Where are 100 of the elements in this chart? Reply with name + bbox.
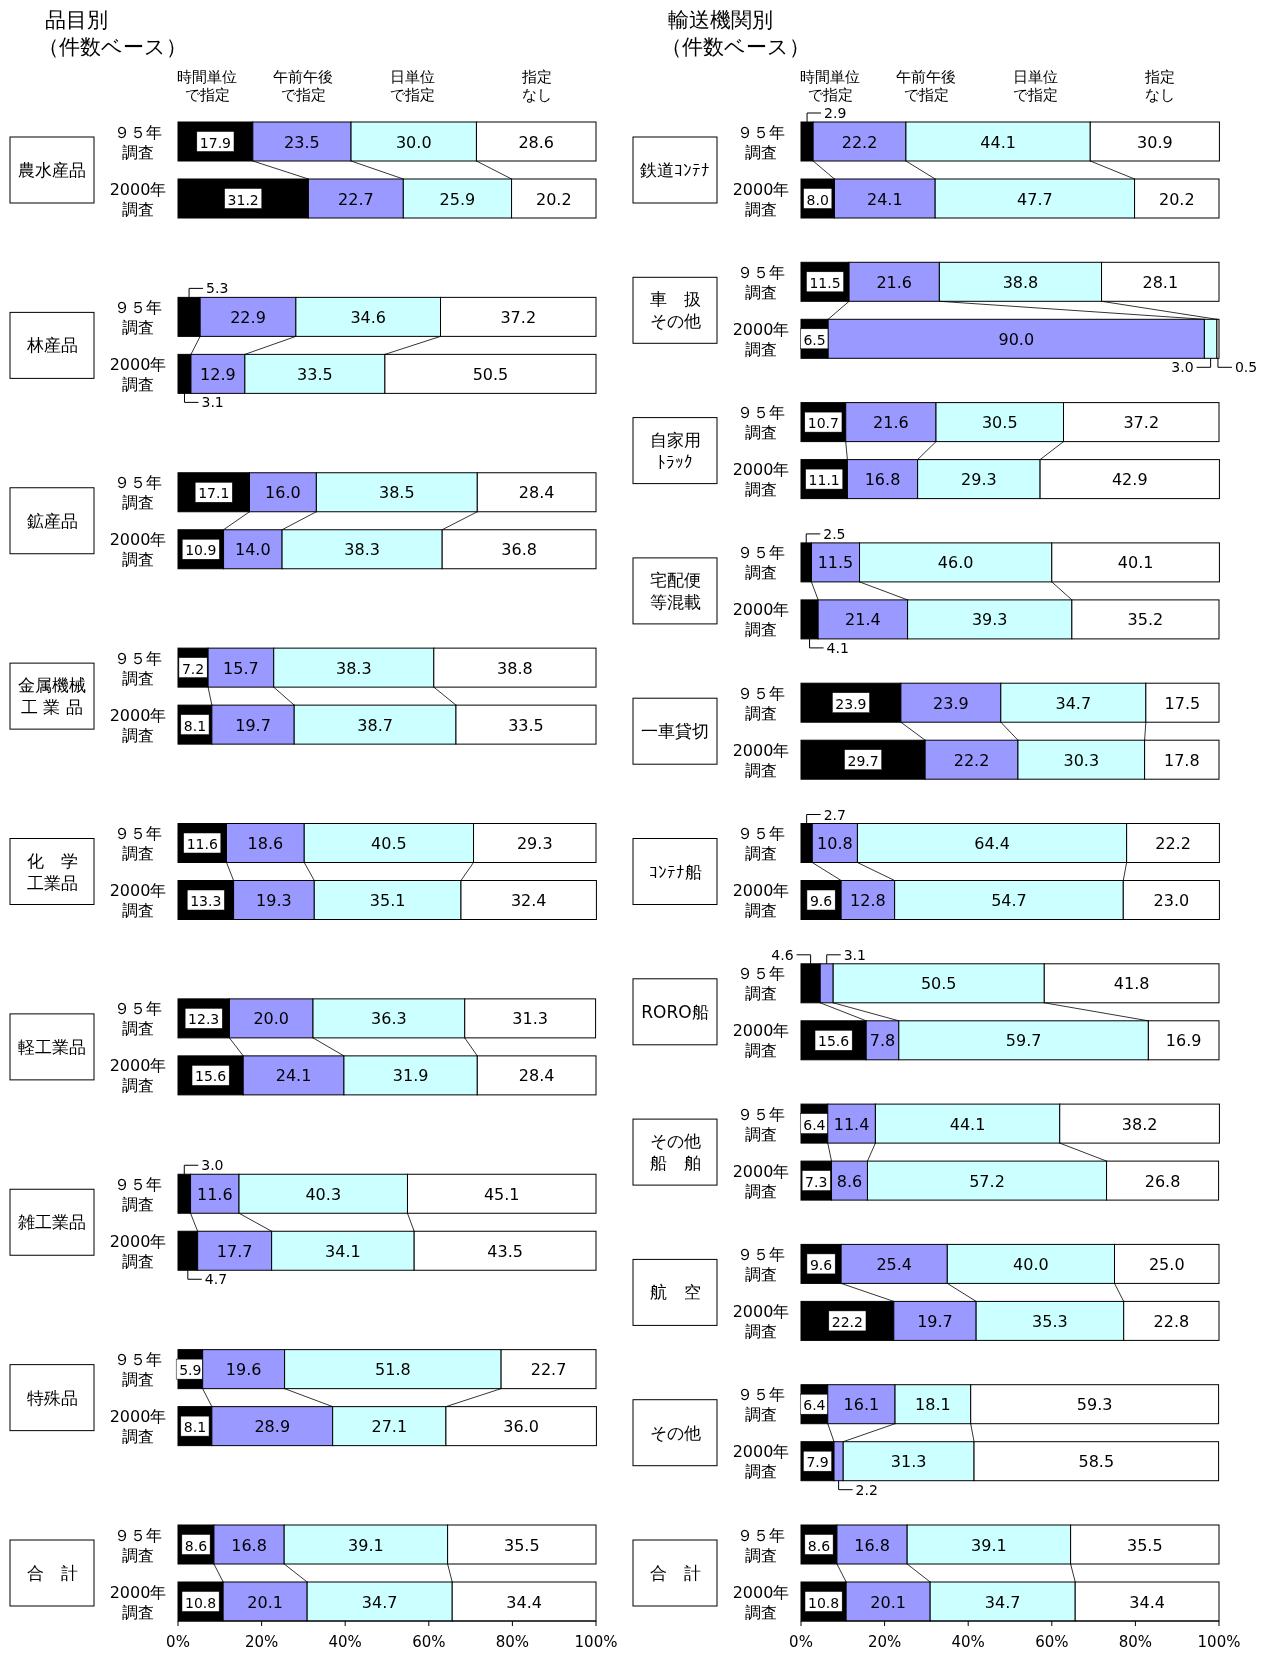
data-label: 38.5 — [379, 483, 415, 503]
y-tick-label: 2000年調査 — [109, 1231, 167, 1271]
y-axis-title: 雑工業品 — [18, 1212, 86, 1233]
y-tick-label: ９５年調査 — [737, 824, 785, 863]
data-label: 12.8 — [850, 891, 886, 910]
data-label: 64.4 — [974, 834, 1010, 853]
data-label: 15.6 — [195, 1068, 227, 1085]
data-label: 11.6 — [196, 1184, 233, 1204]
y-tick-label: ９５年調査 — [737, 122, 785, 162]
data-label: 42.9 — [1111, 470, 1148, 490]
data-label: 11.5 — [817, 553, 854, 573]
data-label: 26.8 — [1144, 1171, 1181, 1191]
y-tick-label: 2000年調査 — [732, 600, 790, 640]
data-label: 28.9 — [254, 1417, 291, 1437]
data-label: 39.1 — [348, 1535, 384, 1555]
data-label: 22.2 — [831, 1313, 863, 1330]
y-axis-title: 特殊品 — [26, 1387, 78, 1408]
y-tick-label: ９５年調査 — [114, 122, 162, 162]
data-label: 15.6 — [818, 1033, 850, 1050]
data-label: 13.3 — [190, 893, 222, 909]
data-label: 51.8 — [375, 1360, 411, 1380]
chart-subtitle: （件数ベース） — [661, 35, 810, 59]
y-tick-label: ９５年調査 — [737, 1525, 785, 1565]
data-label: 29.3 — [961, 470, 997, 490]
data-label: 33.5 — [508, 715, 544, 735]
data-label: 38.8 — [497, 658, 533, 678]
y-axis-title: 鉄道ｺﾝﾃﾅ — [640, 160, 710, 180]
data-label: 19.7 — [235, 715, 271, 735]
y-tick-label: 2000年調査 — [732, 1161, 790, 1201]
data-label: 15.7 — [223, 658, 259, 678]
data-label: 10.7 — [807, 415, 839, 432]
x-tick-label: 40% — [328, 1633, 362, 1651]
data-label: 50.5 — [472, 364, 509, 384]
chart-title: 品目別 — [45, 8, 108, 32]
data-label: 16.8 — [864, 470, 901, 490]
data-label: 34.4 — [506, 1592, 542, 1612]
x-tick-label: 0% — [789, 1633, 813, 1651]
x-tick-label: 100% — [1197, 1633, 1241, 1651]
data-label: 40.5 — [371, 834, 407, 853]
data-label: 9.6 — [809, 1256, 833, 1273]
data-label: 38.2 — [1121, 1114, 1158, 1134]
y-axis-title: ｺﾝﾃﾅ船 — [648, 861, 702, 882]
chart-title: 輸送機関別 — [668, 8, 773, 32]
data-label: 8.0 — [806, 191, 829, 208]
data-label: 35.5 — [503, 1535, 540, 1555]
data-label: 10.9 — [185, 542, 217, 559]
data-label: 30.0 — [395, 132, 432, 152]
y-tick-label: ９５年調査 — [737, 683, 785, 723]
data-label: 28.4 — [518, 483, 555, 503]
data-label: 47.7 — [1017, 189, 1053, 209]
series-label: 指定なし — [1144, 68, 1176, 104]
data-label: 38.8 — [1002, 272, 1039, 292]
data-label: 4.6 — [771, 946, 794, 963]
data-label: 21.4 — [845, 610, 881, 630]
data-label: 17.7 — [216, 1241, 253, 1261]
y-tick-label: ９５年調査 — [114, 1525, 162, 1565]
data-label: 16.8 — [231, 1535, 267, 1555]
y-tick-label: ９５年調査 — [737, 1385, 785, 1425]
data-label: 90.0 — [998, 329, 1035, 349]
data-label: 31.3 — [890, 1452, 927, 1472]
data-label: 25.4 — [876, 1254, 913, 1274]
y-axis-title: その他 — [649, 1422, 701, 1443]
data-label: 16.0 — [265, 483, 301, 503]
data-label: 33.5 — [297, 364, 333, 384]
y-tick-label: ９５年調査 — [114, 1350, 162, 1390]
data-label: 31.9 — [392, 1066, 429, 1086]
data-label: 20.1 — [247, 1592, 283, 1612]
y-axis-title: 農水産品 — [18, 160, 86, 180]
y-tick-label: 2000年調査 — [732, 1582, 790, 1622]
data-label: 3.1 — [201, 394, 224, 411]
data-label: 31.3 — [512, 1009, 548, 1029]
y-axis-title: 鉱産品 — [26, 510, 78, 531]
data-label: 57.2 — [969, 1171, 1005, 1191]
data-label: 8.6 — [836, 1171, 863, 1191]
data-label: 17.9 — [199, 134, 231, 151]
x-tick-label: 80% — [495, 1633, 530, 1651]
data-label: 7.9 — [806, 1454, 829, 1471]
y-tick-label: ９５年調査 — [114, 999, 162, 1039]
data-label: 12.3 — [188, 1011, 220, 1028]
data-label: 10.8 — [807, 1594, 840, 1611]
data-label: 8.6 — [807, 1537, 831, 1554]
data-label: 27.1 — [371, 1417, 408, 1437]
y-axis-title: 一車貸切 — [641, 721, 709, 742]
data-label: 21.6 — [873, 413, 909, 433]
y-axis-title: 金属機械工 業 品 — [18, 675, 86, 718]
series-label: 午前午後で指定 — [896, 68, 957, 104]
series-label: 日単位で指定 — [389, 68, 435, 104]
data-label: 7.3 — [805, 1173, 828, 1190]
data-label: 34.6 — [350, 307, 386, 327]
data-label: 6.4 — [803, 1397, 826, 1414]
y-tick-label: ９５年調査 — [114, 648, 162, 688]
y-tick-label: 2000年調査 — [732, 179, 790, 219]
data-label: 28.1 — [1142, 272, 1179, 292]
y-axis-title: 合 計 — [26, 1563, 78, 1583]
x-tick-label: 80% — [1118, 1633, 1153, 1651]
data-label: 2.2 — [855, 1481, 878, 1498]
data-label: 30.9 — [1137, 132, 1173, 152]
y-axis-title: RORO船 — [641, 1001, 709, 1022]
y-tick-label: ９５年調査 — [114, 473, 162, 513]
data-label: 34.7 — [1055, 693, 1092, 713]
